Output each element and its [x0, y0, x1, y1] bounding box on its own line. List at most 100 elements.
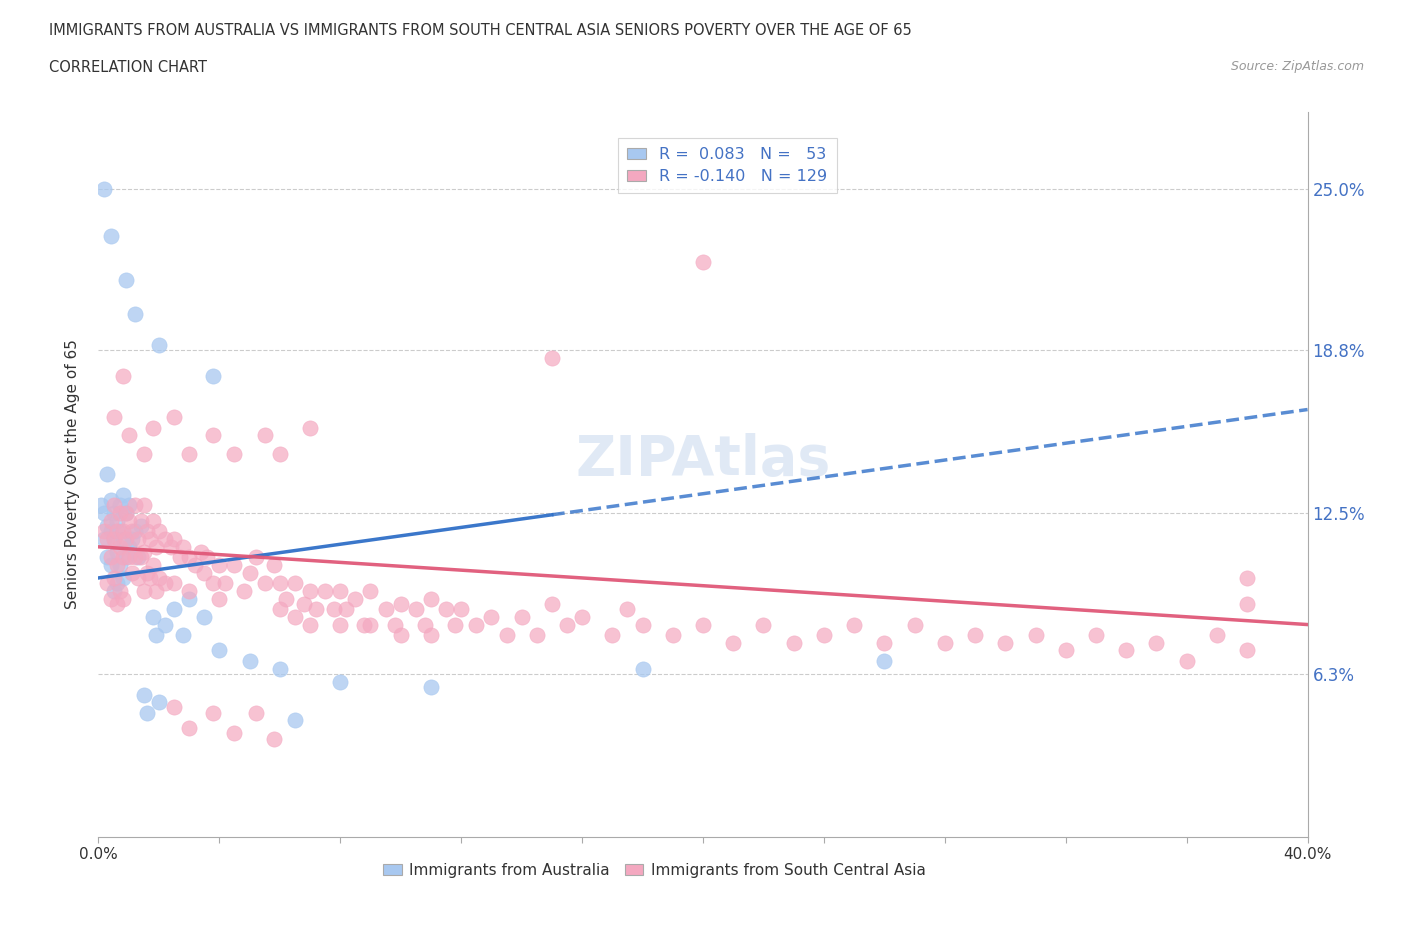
Point: [1085, 628, 1108, 643]
Point: [692, 255, 714, 270]
Point: [148, 570, 170, 585]
Point: [153, 532, 176, 547]
Point: [124, 498, 146, 512]
Point: [994, 635, 1017, 650]
Point: [813, 628, 835, 643]
Point: [114, 506, 136, 521]
Point: [299, 618, 322, 632]
Point: [202, 368, 225, 383]
Point: [631, 618, 654, 632]
Point: [108, 506, 131, 521]
Point: [616, 602, 638, 617]
Point: [163, 576, 186, 591]
Point: [844, 618, 866, 632]
Point: [245, 705, 267, 720]
Point: [127, 570, 149, 585]
Point: [1236, 570, 1258, 585]
Point: [163, 700, 186, 715]
Point: [934, 635, 956, 650]
Point: [239, 565, 262, 580]
Point: [127, 532, 149, 547]
Point: [100, 558, 122, 573]
Point: [163, 532, 186, 547]
Point: [495, 628, 517, 643]
Point: [100, 513, 122, 528]
Point: [208, 643, 231, 658]
Point: [360, 618, 382, 632]
Point: [100, 524, 122, 538]
Point: [323, 602, 346, 617]
Point: [111, 487, 134, 502]
Point: [124, 550, 146, 565]
Point: [118, 498, 141, 512]
Point: [224, 726, 246, 741]
Point: [129, 550, 152, 565]
Point: [108, 498, 131, 512]
Point: [752, 618, 775, 632]
Point: [179, 583, 201, 598]
Point: [111, 368, 134, 383]
Point: [1206, 628, 1229, 643]
Point: [135, 524, 157, 538]
Point: [190, 545, 212, 560]
Point: [263, 731, 285, 746]
Point: [481, 609, 503, 624]
Point: [299, 583, 322, 598]
Point: [389, 628, 412, 643]
Point: [526, 628, 548, 643]
Point: [103, 583, 125, 598]
Point: [179, 591, 201, 606]
Point: [114, 550, 136, 565]
Point: [111, 591, 134, 606]
Point: [253, 428, 276, 443]
Point: [118, 513, 141, 528]
Text: IMMIGRANTS FROM AUSTRALIA VS IMMIGRANTS FROM SOUTH CENTRAL ASIA SENIORS POVERTY : IMMIGRANTS FROM AUSTRALIA VS IMMIGRANTS …: [49, 23, 912, 38]
Point: [172, 628, 194, 643]
Point: [195, 550, 218, 565]
Text: ZIPAtlas: ZIPAtlas: [575, 432, 831, 486]
Point: [93, 506, 115, 521]
Point: [148, 695, 170, 710]
Point: [93, 532, 115, 547]
Legend: Immigrants from Australia, Immigrants from South Central Asia: Immigrants from Australia, Immigrants fr…: [377, 857, 932, 884]
Point: [540, 351, 562, 365]
Point: [292, 596, 315, 611]
Point: [269, 661, 291, 676]
Point: [374, 602, 396, 617]
Point: [344, 591, 367, 606]
Point: [135, 705, 157, 720]
Point: [90, 498, 112, 512]
Point: [100, 493, 122, 508]
Point: [108, 539, 131, 554]
Point: [163, 410, 186, 425]
Point: [245, 550, 267, 565]
Point: [413, 618, 436, 632]
Point: [142, 609, 165, 624]
Point: [169, 550, 191, 565]
Point: [384, 618, 406, 632]
Point: [269, 446, 291, 461]
Point: [465, 618, 488, 632]
Point: [202, 576, 225, 591]
Point: [96, 519, 118, 534]
Point: [93, 182, 115, 197]
Point: [540, 596, 562, 611]
Point: [1236, 643, 1258, 658]
Point: [253, 576, 276, 591]
Point: [510, 609, 533, 624]
Point: [145, 539, 167, 554]
Point: [108, 558, 131, 573]
Point: [450, 602, 472, 617]
Point: [904, 618, 927, 632]
Point: [142, 558, 165, 573]
Point: [783, 635, 806, 650]
Point: [124, 306, 146, 321]
Point: [96, 467, 118, 482]
Point: [1236, 596, 1258, 611]
Point: [335, 602, 357, 617]
Point: [100, 591, 122, 606]
Point: [163, 602, 186, 617]
Point: [118, 539, 141, 554]
Point: [111, 532, 134, 547]
Point: [602, 628, 624, 643]
